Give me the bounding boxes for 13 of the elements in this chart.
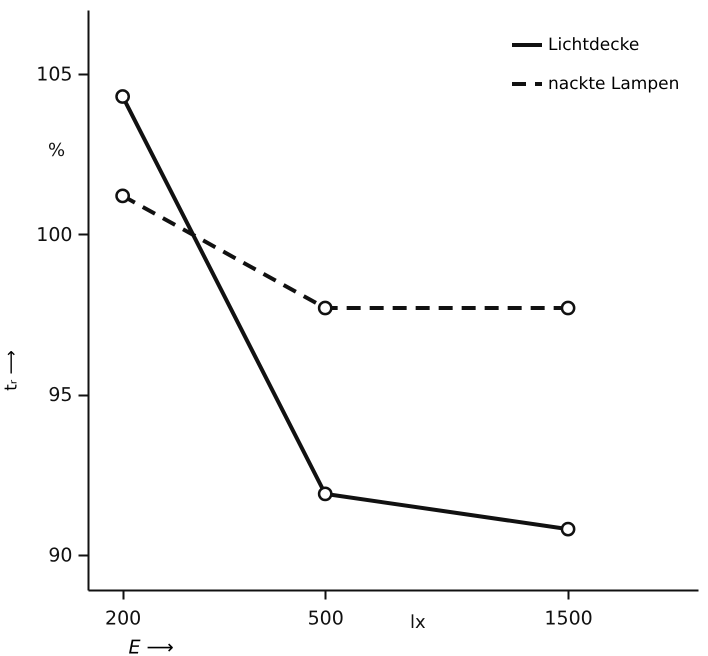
y-tick-label: 105 <box>36 64 72 86</box>
legend-label: nackte Lampen <box>548 74 680 94</box>
x-tick-label: 200 <box>105 608 142 630</box>
y-tick-label: 100 <box>36 224 72 246</box>
text: % <box>48 140 66 161</box>
legend-label: Lichtdecke <box>548 35 640 55</box>
x-axis-title: E ⟶ <box>128 636 174 656</box>
x-tick-label: 1500 <box>544 608 593 630</box>
x-tick-label: 500 <box>308 608 344 630</box>
y-tick-label: 95 <box>48 384 72 406</box>
text: lx <box>410 612 426 633</box>
y-axis-title: tᵣ ⟶ <box>2 350 22 391</box>
y-tick-label: 90 <box>48 544 72 566</box>
